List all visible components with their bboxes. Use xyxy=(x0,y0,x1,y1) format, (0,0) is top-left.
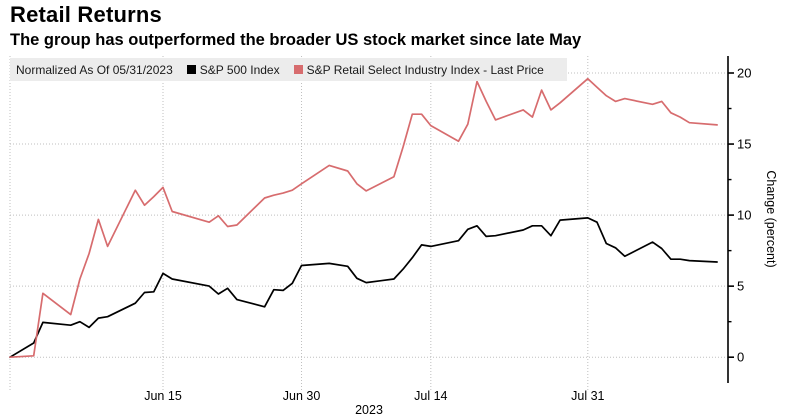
chart-legend: Normalized As Of 05/31/2023 S&P 500 Inde… xyxy=(10,58,567,81)
legend-note-text: Normalized As Of 05/31/2023 xyxy=(16,62,173,77)
legend-note: Normalized As Of 05/31/2023 xyxy=(16,63,173,77)
retail-line xyxy=(9,77,718,359)
x-tick-label: Jun 15 xyxy=(144,389,182,403)
y-tick-label: 10 xyxy=(737,208,751,223)
legend-item-sp500-label: S&P 500 Index xyxy=(199,62,280,77)
y-tick-label: 15 xyxy=(737,137,751,152)
y-tick-label: 20 xyxy=(737,66,751,81)
x-tick-label: Jul 14 xyxy=(414,389,447,403)
legend-item-retail: S&P Retail Select Industry Index - Last … xyxy=(293,62,544,77)
retail-swatch-icon xyxy=(293,65,303,74)
legend-item-sp500: S&P 500 Index xyxy=(186,62,280,77)
y-tick-label: 5 xyxy=(737,279,744,294)
year-label: 2023 xyxy=(355,403,383,417)
x-tick-label: Jul 31 xyxy=(571,389,604,403)
y-tick-label: 0 xyxy=(737,350,744,365)
y-axis-title: Change (percent) xyxy=(764,170,778,267)
chart-subtitle: The group has outperformed the broader U… xyxy=(10,31,582,49)
legend-item-retail-label: S&P Retail Select Industry Index - Last … xyxy=(306,62,544,77)
x-tick-label: Jun 30 xyxy=(283,389,321,403)
chart-title: Retail Returns xyxy=(10,2,162,27)
sp500-line xyxy=(9,217,718,359)
sp500-swatch-icon xyxy=(186,65,196,74)
